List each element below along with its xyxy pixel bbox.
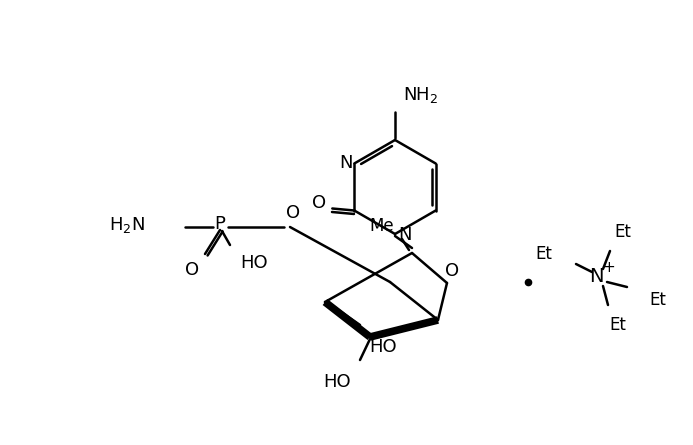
Text: N: N — [589, 267, 603, 287]
Text: N: N — [339, 154, 352, 171]
Text: Et: Et — [615, 223, 631, 241]
Text: NH$_2$: NH$_2$ — [403, 85, 438, 105]
Text: O: O — [286, 204, 300, 222]
Text: Et: Et — [649, 291, 667, 309]
Text: +: + — [603, 259, 615, 275]
Text: H$_2$N: H$_2$N — [109, 215, 145, 235]
Text: O: O — [313, 194, 326, 213]
Text: Et: Et — [536, 245, 552, 263]
Text: O: O — [185, 261, 199, 279]
Text: Me: Me — [369, 217, 394, 235]
Text: HO: HO — [369, 338, 397, 356]
Text: Et: Et — [610, 316, 626, 334]
Text: O: O — [445, 262, 459, 280]
Text: HO: HO — [240, 254, 267, 272]
Text: P: P — [215, 215, 225, 233]
Text: N: N — [398, 226, 412, 244]
Text: HO: HO — [323, 373, 351, 391]
